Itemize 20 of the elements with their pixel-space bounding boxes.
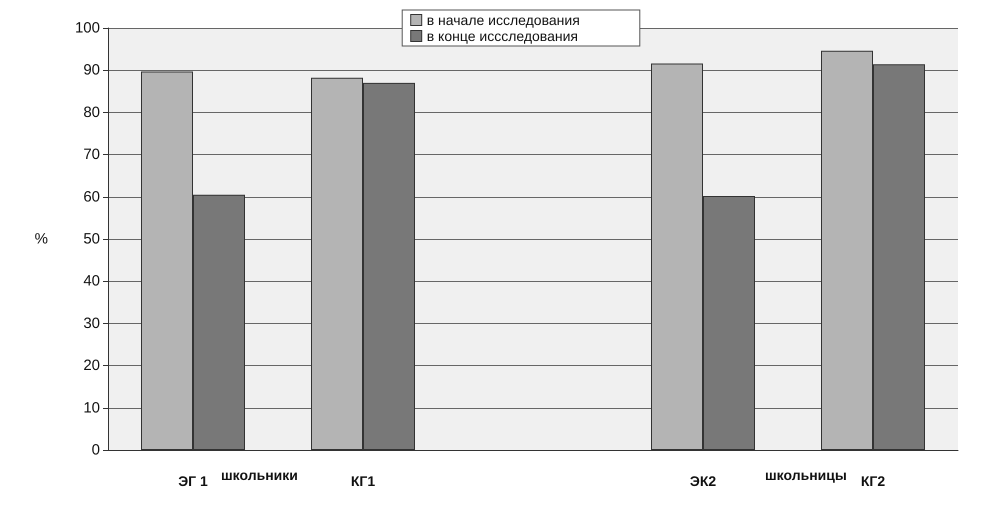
legend-label: в начале исследования: [426, 12, 580, 28]
y-tick-label: 0: [92, 442, 100, 458]
y-tick-label: 50: [83, 230, 100, 248]
y-tick-label: 90: [83, 62, 100, 79]
y-tick-label: 100: [74, 20, 100, 36]
legend-label: в конце иссследования: [426, 28, 578, 44]
y-axis-title: %: [34, 230, 48, 248]
y-tick-label: 70: [83, 146, 100, 164]
y-tick-label: 80: [83, 104, 100, 121]
y-tick-label: 10: [83, 399, 100, 416]
x-tick-label: ЭК2: [690, 473, 716, 489]
y-tick-label: 60: [83, 188, 100, 206]
x-tick-label: КГ2: [860, 473, 886, 489]
x-tick-label: ЭГ 1: [178, 473, 208, 489]
text: школьницы: [765, 467, 847, 483]
y-tick-label: 20: [83, 357, 100, 374]
y-tick-label: 30: [83, 314, 100, 332]
text: школьники: [221, 467, 298, 483]
y-tick-label: 40: [83, 272, 100, 290]
x-tick-label: КГ1: [350, 473, 376, 489]
